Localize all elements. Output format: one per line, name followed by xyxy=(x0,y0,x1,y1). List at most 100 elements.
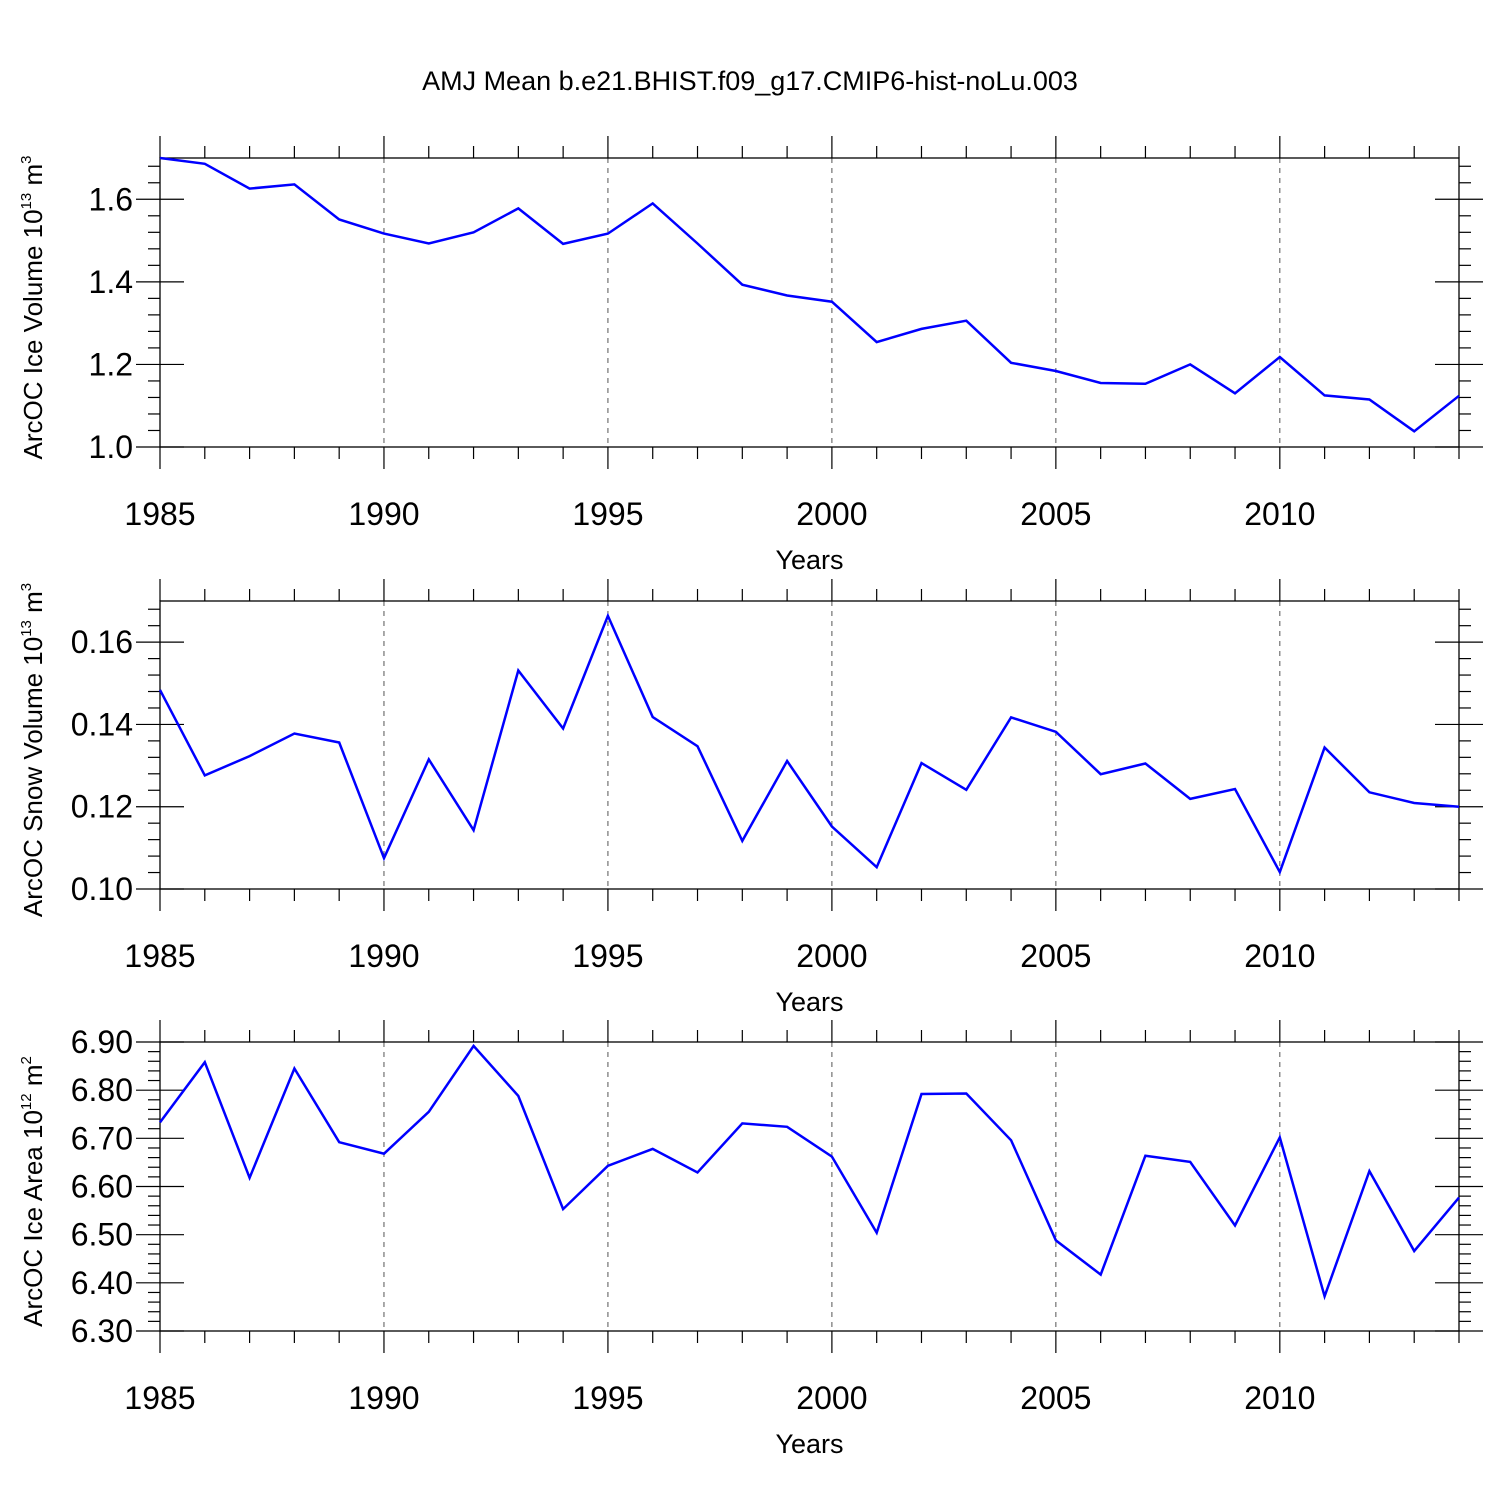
data-point xyxy=(1368,399,1370,401)
plot-frame xyxy=(159,600,1460,890)
x-tick-label: 2005 xyxy=(1020,938,1091,974)
data-point xyxy=(1055,1239,1057,1241)
data-point xyxy=(965,789,967,791)
data-point xyxy=(786,294,788,296)
data-point xyxy=(562,243,564,245)
data-point xyxy=(1189,1161,1191,1163)
x-axis-title: Years xyxy=(775,1429,843,1459)
data-point xyxy=(1458,806,1460,808)
data-point xyxy=(1279,1136,1281,1138)
x-tick-label: 1995 xyxy=(572,1380,643,1416)
y-tick-label: 0.16 xyxy=(71,624,133,660)
x-tick-label: 2000 xyxy=(796,496,867,532)
data-point xyxy=(876,341,878,343)
y-tick-label: 6.60 xyxy=(71,1169,133,1205)
x-tick-label: 1985 xyxy=(124,496,195,532)
y-tick-label: 1.4 xyxy=(89,264,133,300)
y-tick-label: 1.2 xyxy=(89,346,133,382)
data-point xyxy=(159,689,161,691)
x-tick-label: 2005 xyxy=(1020,1380,1091,1416)
data-point xyxy=(517,207,519,209)
data-point xyxy=(741,1122,743,1124)
data-point xyxy=(741,840,743,842)
data-point xyxy=(920,1093,922,1095)
data-point xyxy=(652,1148,654,1150)
plot-frame xyxy=(159,1041,1460,1332)
data-point xyxy=(428,242,430,244)
data-point xyxy=(517,670,519,672)
data-point xyxy=(1413,802,1415,804)
data-point xyxy=(831,1156,833,1158)
y-tick-label: 6.50 xyxy=(71,1217,133,1253)
data-point xyxy=(383,857,385,859)
data-point xyxy=(876,1232,878,1234)
x-tick-label: 1995 xyxy=(572,938,643,974)
data-point xyxy=(473,829,475,831)
x-tick-label: 2010 xyxy=(1244,496,1315,532)
panel-ice-area: 6.30 6.40 6.50 6.60 6.70 6.80 6.90 1985 1990 1995… xyxy=(18,1020,1483,1459)
data-point xyxy=(1368,791,1370,793)
data-point xyxy=(1144,1155,1146,1157)
data-point xyxy=(293,183,295,185)
data-point xyxy=(1144,763,1146,765)
data-point xyxy=(562,728,564,730)
data-point xyxy=(428,1111,430,1113)
x-tick-label: 1990 xyxy=(348,496,419,532)
data-point xyxy=(1324,1295,1326,1297)
x-tick-label: 2005 xyxy=(1020,496,1091,532)
data-point xyxy=(1010,716,1012,718)
data-point xyxy=(1144,383,1146,385)
panel-snow-volume: 0.10 0.12 0.14 0.16 1985 1990 1995 2000 2005 2010… xyxy=(18,579,1483,1017)
y-tick-label: 6.90 xyxy=(71,1024,133,1060)
panels: 1.0 1.2 1.4 1.6 1985 1990 1995 2000 2005 2010 Year… xyxy=(18,136,1483,1459)
data-point xyxy=(1189,363,1191,365)
data-point xyxy=(965,320,967,322)
data-point xyxy=(159,157,161,159)
data-point xyxy=(831,825,833,827)
y-tick-label: 6.40 xyxy=(71,1265,133,1301)
data-point xyxy=(249,1177,251,1179)
x-tick-label: 2000 xyxy=(796,1380,867,1416)
data-point xyxy=(428,758,430,760)
data-point xyxy=(1324,746,1326,748)
data-point xyxy=(1234,1225,1236,1227)
data-point xyxy=(338,742,340,744)
data-point xyxy=(1100,1274,1102,1276)
data-point xyxy=(652,202,654,204)
data-point xyxy=(607,1165,609,1167)
data-point xyxy=(249,755,251,757)
data-point xyxy=(1010,362,1012,364)
data-point xyxy=(1234,392,1236,394)
data-point xyxy=(831,301,833,303)
data-point xyxy=(1413,430,1415,432)
y-tick-label: 0.12 xyxy=(71,789,133,825)
y-axis-title: ArcOC Ice Area 1012 m2 xyxy=(18,1056,48,1327)
x-tick-label: 2000 xyxy=(796,938,867,974)
panel-ice-volume: 1.0 1.2 1.4 1.6 1985 1990 1995 2000 2005 2010 Year… xyxy=(18,136,1483,575)
x-tick-label: 1990 xyxy=(348,938,419,974)
data-point xyxy=(1324,394,1326,396)
data-point xyxy=(920,762,922,764)
data-point xyxy=(249,188,251,190)
data-point xyxy=(1458,1197,1460,1199)
data-point xyxy=(293,1067,295,1069)
data-point xyxy=(697,242,699,244)
data-point xyxy=(1279,871,1281,873)
data-point xyxy=(1055,370,1057,372)
x-tick-label: 2010 xyxy=(1244,1380,1315,1416)
y-tick-label: 0.10 xyxy=(71,871,133,907)
data-point xyxy=(652,716,654,718)
y-tick-label: 0.14 xyxy=(71,706,133,742)
data-point xyxy=(383,233,385,235)
data-point xyxy=(1055,731,1057,733)
x-tick-label: 1985 xyxy=(124,938,195,974)
data-point xyxy=(1100,382,1102,384)
series-line xyxy=(159,156,1460,433)
data-point xyxy=(607,233,609,235)
data-point xyxy=(1189,798,1191,800)
y-tick-label: 1.0 xyxy=(89,429,133,465)
y-tick-label: 6.70 xyxy=(71,1120,133,1156)
data-point xyxy=(338,1141,340,1143)
data-point xyxy=(562,1208,564,1210)
